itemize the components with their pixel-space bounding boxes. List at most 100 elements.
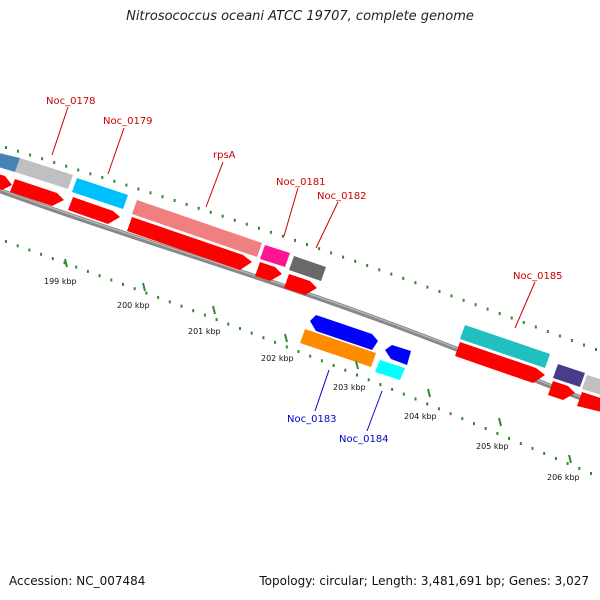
tick-dot-outer [486,307,489,311]
tick-dot-outer [197,206,200,210]
tick-dot-inner [531,446,534,450]
ruler-major-ticks [64,258,572,464]
tick-dot-outer [306,243,308,247]
tick-dot-inner [461,417,464,421]
tick-dot-outer [65,164,68,168]
tick-dot-inner [356,373,358,377]
tick-dot-inner [449,412,452,416]
tick-dot-inner [192,309,195,313]
tick-dot-outer [137,187,140,191]
tick-dot-inner [578,467,581,470]
tick-dot-inner [309,354,312,358]
cds-arrow-forward-slate [548,381,575,400]
tick-dot-inner [285,345,288,349]
feature-bar-Noc_0182 [289,256,326,281]
tick-dot-outer [402,276,405,280]
accession-text: Accession: NC_007484 [9,574,146,588]
ruler-label: 199 kbp [44,277,77,286]
tick-dot-inner [426,402,429,406]
feature-bar-grey-end [582,375,600,395]
tick-dot-inner [98,274,101,278]
ruler-label: 206 kbp [547,473,580,482]
tick-dot-inner [122,282,124,286]
tick-dot-inner [133,287,136,291]
leader-lines-forward [51,106,536,329]
tick-dot-outer [101,176,104,179]
tick-dot-outer [209,210,212,214]
ruler-label: 200 kbp [117,301,150,310]
tick-dot-outer [17,149,19,153]
tick-dot-outer [318,247,321,251]
tick-dot-outer [498,312,501,316]
tick-dot-outer [570,339,573,342]
gene-label-rpsA: rpsA [213,150,236,161]
tick-dot-inner [63,261,66,265]
tick-dot-outer [366,264,369,267]
tick-dot-outer [510,316,513,320]
tick-dot-outer [330,251,333,255]
tick-dot-outer [233,218,236,222]
tick-dots-outer [5,146,597,351]
tick-dot-inner [508,437,511,440]
tick-dot-outer [173,199,176,202]
tick-dot-inner [543,451,546,455]
tick-dot-inner [40,252,43,256]
cds-arrow-forward-Noc_0179 [68,197,120,224]
gene-label-Noc_0178: Noc_0178 [46,96,96,107]
cds-arrow-reverse-Noc_0184 [385,345,411,365]
cds-arrow-forward-0 [0,174,12,190]
tick-dot-outer [125,183,128,187]
ruler-label: 205 kbp [476,442,509,451]
tick-dot-outer [450,294,453,298]
tick-dot-outer [89,172,92,176]
tick-dot-inner [157,295,160,299]
feature-bar-Noc_0181 [260,245,290,267]
tick-dot-inner [391,387,394,391]
feature-bar-Noc_0184 [375,360,405,380]
ruler-label: 204 kbp [404,412,437,421]
tick-dot-outer [113,179,116,183]
tick-dot-outer [390,272,393,276]
tick-dot-inner [110,278,113,282]
tick-dot-inner [297,350,300,353]
tick-dot-outer [354,259,357,263]
tick-dot-outer [426,285,429,289]
cds-arrow-forward-rpsA [127,217,252,270]
tick-dot-outer [294,238,296,242]
feature-bar-Noc_0178 [15,158,73,189]
tick-dot-outer [438,290,441,293]
cds-arrow-reverse-Noc_0183 [310,315,378,350]
cds-arrow-forward-Noc_0185 [455,342,545,383]
tick-dot-inner [16,244,19,248]
feature-bar-Noc_0183 [300,329,376,367]
tick-dot-outer [257,226,260,230]
tick-dot-inner [590,472,592,475]
tick-dot-outer [474,303,477,307]
tick-dot-inner [496,432,499,435]
tick-dot-outer [53,161,56,164]
tick-dot-outer [269,230,272,234]
tick-dot-inner [86,269,89,273]
ruler-labels: 199 kbp 200 kbp 201 kbp 202 kbp 203 kbp … [44,277,580,482]
tick-dot-outer [534,325,537,329]
tick-dot-inner [274,340,277,344]
feature-bar-blue-steel [0,153,20,172]
cds-arrow-forward-Noc_0181 [255,262,282,281]
topology-text: Topology: circular; Length: 3,481,691 bp… [259,574,589,588]
gene-label-Noc_0182: Noc_0182 [317,191,367,202]
tick-dot-outer [5,146,7,149]
tick-dot-inner [250,331,253,335]
ruler-label: 202 kbp [261,354,294,363]
tick-dot-outer [558,334,561,338]
tick-dot-inner [414,397,417,401]
tick-dot-inner [484,427,487,430]
tick-dot-inner [566,462,569,465]
tick-dot-outer [221,214,224,218]
cds-arrow-forward-Noc_0178 [10,179,64,206]
tick-dot-outer [149,191,152,195]
tick-dot-inner [51,257,54,261]
gene-label-Noc_0185: Noc_0185 [513,271,563,282]
tick-dot-outer [342,255,345,259]
tick-dot-inner [215,318,218,322]
tick-dot-outer [77,168,80,172]
